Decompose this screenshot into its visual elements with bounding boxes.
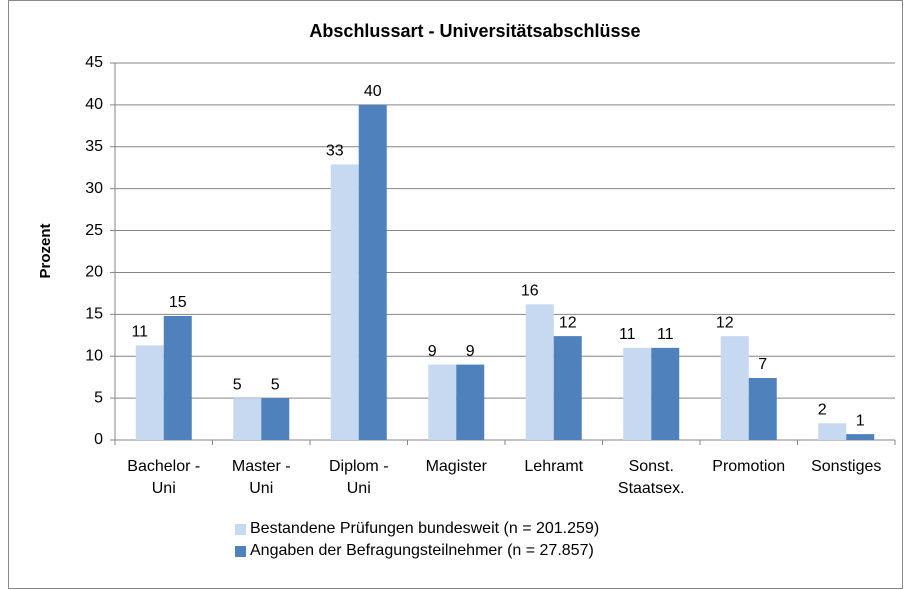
x-tick-label: Bachelor - Uni xyxy=(127,458,201,497)
bar xyxy=(233,398,262,440)
x-tick-label: Sonst. Staatsex. xyxy=(617,458,685,497)
y-tick-label: 35 xyxy=(85,138,103,155)
y-tick-label: 25 xyxy=(85,222,103,239)
y-tick-label: 10 xyxy=(85,347,103,364)
chart-title: Abschlussart - Universitätsabschlüsse xyxy=(309,21,640,41)
data-label: 2 xyxy=(818,401,827,418)
data-label: 12 xyxy=(559,314,577,331)
data-label: 15 xyxy=(169,294,187,311)
y-tick-label: 40 xyxy=(85,96,103,113)
legend-label: Angaben der Befragungsteilnehmer (n = 27… xyxy=(250,542,594,559)
bar xyxy=(651,347,680,440)
y-tick-label: 30 xyxy=(85,180,103,197)
y-tick-label: 45 xyxy=(85,54,103,71)
legend-item: Angaben der Befragungsteilnehmer (n = 27… xyxy=(235,540,599,562)
bar xyxy=(846,434,875,440)
bar xyxy=(456,364,485,440)
x-tick-label: Master - Uni xyxy=(231,458,291,497)
data-label: 9 xyxy=(466,343,475,360)
bar xyxy=(358,104,387,440)
bar xyxy=(330,164,359,441)
data-label: 40 xyxy=(364,83,382,100)
data-label: 5 xyxy=(271,376,280,393)
data-label: 12 xyxy=(716,314,734,331)
data-label: 11 xyxy=(657,326,674,343)
data-label: 11 xyxy=(619,326,636,343)
legend-swatch xyxy=(235,545,246,557)
legend-label: Bestandene Prüfungen bundesweit (n = 201… xyxy=(250,520,600,537)
data-label: 9 xyxy=(428,343,437,360)
bar xyxy=(525,304,554,440)
legend: Bestandene Prüfungen bundesweit (n = 201… xyxy=(235,518,599,562)
x-tick-label: Promotion xyxy=(712,458,786,475)
bar xyxy=(748,378,777,440)
bar xyxy=(553,336,582,440)
bar xyxy=(163,316,192,440)
y-tick-label: 0 xyxy=(94,431,103,448)
x-tick-label: Magister xyxy=(425,458,487,475)
y-axis-label: Prozent xyxy=(37,223,54,278)
data-label: 33 xyxy=(326,143,344,160)
frame xyxy=(8,0,903,589)
bar xyxy=(720,336,749,440)
bar xyxy=(623,347,652,440)
y-tick-label: 15 xyxy=(85,306,103,323)
y-tick-label: 20 xyxy=(85,264,103,281)
x-tick-label: Lehramt xyxy=(524,458,584,475)
x-tick-label: Sonstiges xyxy=(811,458,882,475)
y-tick-label: 5 xyxy=(94,389,103,406)
bar xyxy=(818,423,847,440)
bar xyxy=(428,364,457,440)
x-tick-label: Diplom - Uni xyxy=(328,458,389,497)
legend-item: Bestandene Prüfungen bundesweit (n = 201… xyxy=(235,518,599,540)
data-label: 7 xyxy=(758,356,767,373)
legend-swatch xyxy=(235,523,246,535)
data-label: 11 xyxy=(131,324,148,341)
data-label: 1 xyxy=(856,412,865,429)
bar xyxy=(261,398,290,440)
bar xyxy=(135,345,164,440)
data-label: 5 xyxy=(233,376,242,393)
data-label: 16 xyxy=(521,282,539,299)
